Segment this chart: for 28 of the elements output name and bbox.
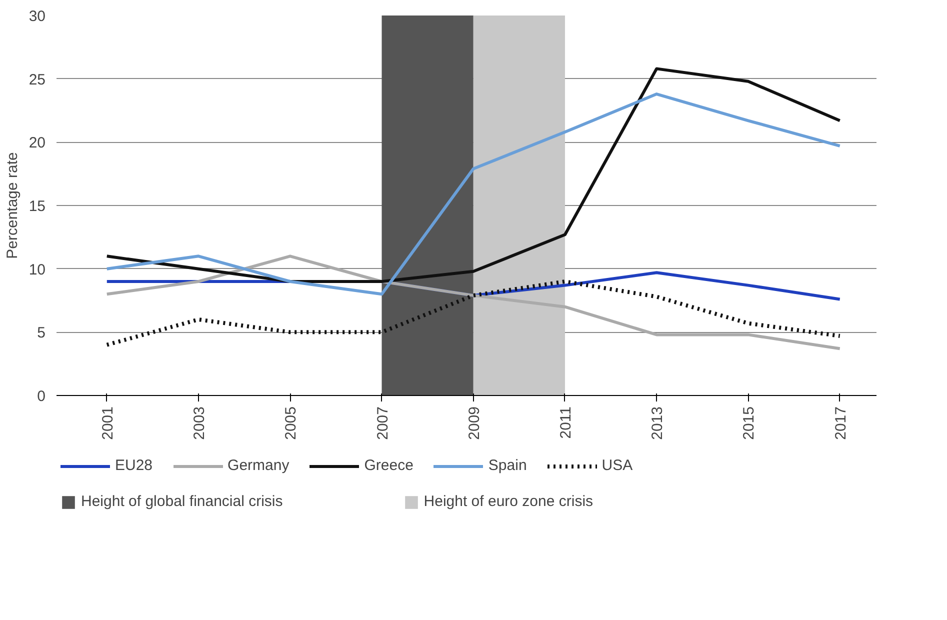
y-tick-label: 10 [28,261,46,278]
legend-label: EU28 [115,457,153,474]
y-tick-label: 0 [37,388,46,405]
x-tick-label: 2011 [557,406,574,439]
x-tick-label: 2005 [282,406,300,440]
line-series [105,254,842,350]
y-tick-label: 5 [37,324,46,342]
x-tick-label: 2009 [466,406,483,440]
legend-label: Height of euro zone crisis [424,493,594,510]
x-tick-label: 2007 [374,406,392,440]
y-axis-title: Percentage rate [4,152,21,259]
legend-label: Germany [228,457,290,474]
y-tick-label: 20 [28,134,46,152]
y-tick-label: 25 [28,71,46,88]
legend-label: Greece [364,457,414,474]
x-tick-label: 2001 [99,406,116,440]
line-series [105,67,842,283]
x-tick-label: 2015 [740,406,758,440]
x-tick-label: 2003 [191,406,208,440]
y-tick-label: 15 [28,198,46,215]
y-tick-label: 30 [28,8,46,25]
line-series [104,280,842,347]
legend-label: Height of global financial crisis [81,493,283,510]
x-tick-label: 2013 [649,406,666,440]
legend-label: Spain [488,457,527,474]
line-series [105,92,842,296]
legend-label: USA [602,457,633,474]
x-tick-label: 2017 [832,406,850,440]
